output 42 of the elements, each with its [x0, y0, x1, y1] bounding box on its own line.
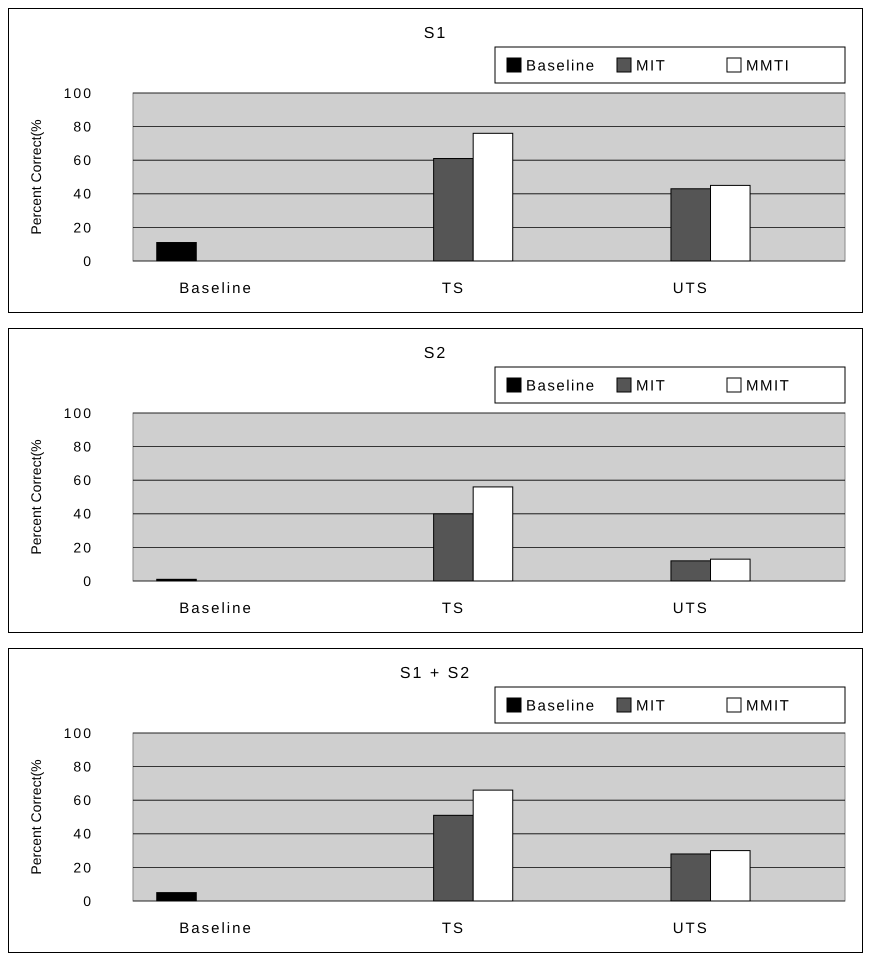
- y-tick-label: 20: [73, 539, 93, 556]
- x-tick-label: UTS: [672, 600, 709, 617]
- x-tick-label: UTS: [672, 280, 709, 297]
- y-axis-title: Percent Correct(%: [28, 119, 44, 235]
- x-tick-label: UTS: [672, 920, 709, 937]
- chart-title: S2: [424, 345, 448, 362]
- y-tick-label: 20: [73, 859, 93, 876]
- x-tick-label: TS: [442, 920, 465, 937]
- y-tick-label: 80: [73, 118, 93, 134]
- legend-label: Baseline: [526, 697, 596, 714]
- y-tick-label: 40: [73, 506, 93, 522]
- y-tick-label: 100: [64, 404, 93, 421]
- x-tick-label: Baseline: [179, 280, 253, 297]
- legend-label: MMIT: [746, 697, 790, 714]
- y-tick-label: 0: [83, 252, 93, 269]
- legend-label: Baseline: [526, 57, 596, 74]
- y-tick-label: 60: [73, 472, 93, 488]
- y-tick-label: 80: [73, 758, 93, 774]
- legend-label: MIT: [636, 697, 666, 714]
- chart-title: S1 + S2: [400, 665, 472, 682]
- y-tick-label: 0: [83, 892, 93, 909]
- y-tick-label: 0: [83, 572, 93, 589]
- y-tick-label: 40: [73, 186, 93, 202]
- legend-label: MMTI: [746, 57, 790, 74]
- legend-label: MMIT: [746, 377, 790, 394]
- y-tick-label: 100: [64, 724, 93, 741]
- y-tick-label: 40: [73, 826, 93, 842]
- y-tick-label: 60: [73, 792, 93, 808]
- x-tick-label: Baseline: [179, 600, 253, 617]
- y-tick-label: 80: [73, 438, 93, 454]
- y-axis-title: Percent Correct(%: [28, 439, 44, 555]
- chart-title: S1: [424, 25, 448, 42]
- x-tick-label: TS: [442, 280, 465, 297]
- x-tick-label: TS: [442, 600, 465, 617]
- legend-label: MIT: [636, 57, 666, 74]
- y-tick-label: 60: [73, 152, 93, 168]
- legend-label: Baseline: [526, 377, 596, 394]
- y-tick-label: 20: [73, 219, 93, 236]
- x-tick-label: Baseline: [179, 920, 253, 937]
- y-axis-title: Percent Correct(%: [28, 759, 44, 875]
- legend-label: MIT: [636, 377, 666, 394]
- y-tick-label: 100: [64, 84, 93, 101]
